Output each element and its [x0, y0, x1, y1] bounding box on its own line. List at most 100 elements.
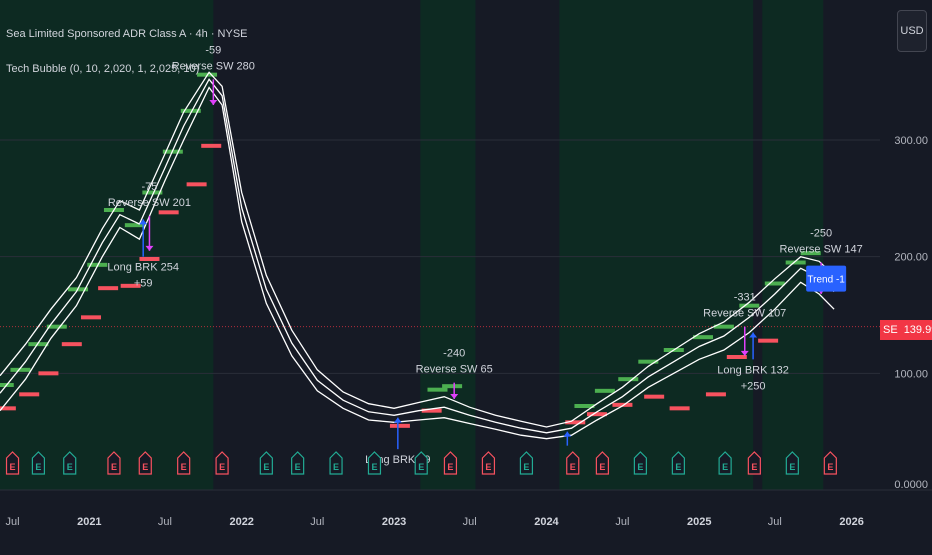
x-tick-label: Jul [615, 516, 629, 528]
currency-button[interactable]: USD [897, 10, 927, 52]
earnings-icon [31, 451, 46, 475]
bull-zone [559, 0, 754, 490]
earnings-marker[interactable]: E [747, 451, 761, 475]
long-arrow-head [563, 431, 572, 437]
time-scale[interactable] [0, 490, 932, 550]
earnings-icon [823, 451, 837, 475]
earnings-marker[interactable]: E [329, 451, 343, 475]
long-arrow-head [393, 417, 402, 423]
earnings-marker[interactable]: E [481, 451, 496, 475]
earnings-marker[interactable]: E [5, 451, 20, 475]
level-bar-green [10, 367, 31, 372]
level-bar-green [427, 387, 448, 392]
long-arrow-head [139, 219, 148, 225]
level-bar-red [389, 423, 410, 428]
long-label: Long BRK 69 [365, 454, 430, 466]
earnings-label: E [523, 462, 529, 472]
trend-badge [806, 265, 847, 292]
level-bar-green [713, 324, 734, 329]
reverse-label: Reverse SW 201 [108, 197, 191, 209]
earnings-marker[interactable]: E [177, 451, 191, 475]
earnings-label: E [10, 462, 16, 472]
x-tick-label: Jul [5, 516, 19, 528]
bull-zone [0, 0, 214, 490]
level-bar-red [120, 283, 141, 288]
level-bar-green [764, 281, 785, 286]
earnings-icon [595, 451, 609, 475]
earnings-marker[interactable]: E [259, 451, 273, 475]
x-tick-label: Jul [158, 516, 172, 528]
earnings-label: E [485, 462, 491, 472]
earnings-marker[interactable]: E [519, 451, 534, 475]
earnings-label: E [637, 462, 643, 472]
earnings-marker[interactable]: E [138, 451, 152, 475]
earnings-marker[interactable]: E [671, 451, 685, 475]
earnings-icon [633, 451, 647, 475]
x-tick-label: 2025 [687, 516, 711, 528]
series-line-2[interactable] [0, 78, 835, 434]
earnings-icon [215, 451, 229, 475]
reverse-label: Reverse SW 147 [780, 244, 863, 256]
price-scale[interactable] [880, 0, 932, 550]
series-line-3[interactable] [0, 71, 835, 428]
level-bar-red [586, 412, 607, 417]
long-label: Long BRK 254 [107, 262, 179, 274]
earnings-marker[interactable]: E [566, 451, 580, 475]
level-bar-red [0, 406, 16, 411]
earnings-icon [138, 451, 152, 475]
earnings-marker[interactable]: E [443, 451, 458, 475]
earnings-marker[interactable]: E [785, 451, 799, 475]
earnings-label: E [295, 462, 301, 472]
reverse-label: -59 [205, 44, 221, 56]
earnings-label: E [333, 462, 339, 472]
earnings-label: E [263, 462, 269, 472]
earnings-marker[interactable]: E [215, 451, 229, 475]
level-bar-red [186, 182, 207, 187]
earnings-icon [291, 451, 305, 475]
reverse-label: Reverse SW 280 [172, 60, 255, 72]
last-price-value: 139.99 [903, 324, 932, 336]
earnings-label: E [35, 462, 41, 472]
earnings-icon [671, 451, 685, 475]
x-tick-label: Jul [310, 516, 324, 528]
earnings-label: E [111, 462, 117, 472]
level-bar-red [158, 210, 179, 215]
earnings-marker[interactable]: E [31, 451, 46, 475]
earnings-marker[interactable]: E [595, 451, 609, 475]
level-bar-red [726, 355, 747, 359]
level-bar-red [669, 406, 690, 411]
long-label: +250 [741, 380, 766, 392]
reverse-label: -331 [734, 292, 756, 304]
earnings-marker[interactable]: E [291, 451, 305, 475]
earnings-label: E [418, 462, 424, 472]
level-bar-red [565, 420, 586, 425]
series-line-1[interactable] [0, 86, 835, 440]
reverse-arrow-head [209, 100, 218, 105]
earnings-marker[interactable]: E [414, 451, 428, 475]
earnings-icon [63, 451, 77, 475]
level-bar-red [758, 338, 779, 343]
level-bar-red [612, 402, 633, 407]
indicator-legend[interactable]: Tech Bubble (0, 10, 2,020, 1, 2,025, 10) [6, 63, 200, 75]
earnings-marker[interactable]: E [823, 451, 837, 475]
earnings-marker[interactable]: E [718, 451, 732, 475]
x-tick-label: 2023 [382, 516, 406, 528]
earnings-icon [367, 451, 382, 475]
earnings-marker[interactable]: E [367, 451, 382, 475]
earnings-marker[interactable]: E [633, 451, 647, 475]
x-tick-label: Jul [768, 516, 782, 528]
earnings-icon [481, 451, 496, 475]
reverse-label: Reverse SW 107 [703, 308, 786, 320]
earnings-label: E [371, 462, 377, 472]
earnings-marker[interactable]: E [107, 451, 121, 475]
earnings-icon [177, 451, 191, 475]
x-tick-label: Jul [463, 516, 477, 528]
earnings-marker[interactable]: E [63, 451, 77, 475]
earnings-label: E [181, 462, 187, 472]
level-bar-green [28, 342, 49, 347]
level-bar-red [644, 394, 665, 399]
earnings-icon [329, 451, 343, 475]
earnings-icon [414, 451, 428, 475]
